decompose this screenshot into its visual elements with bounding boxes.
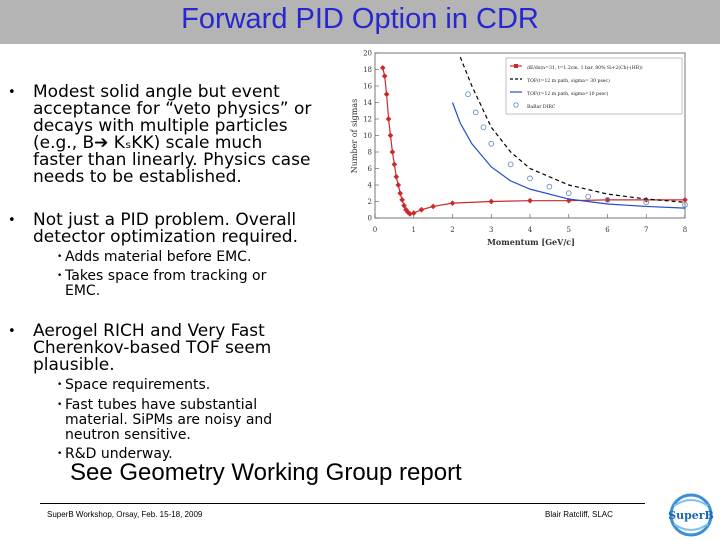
data-point — [430, 203, 436, 210]
legend-label: BaBar DIRC — [527, 104, 556, 110]
x-tick-label: 7 — [644, 226, 648, 234]
bullet-dot-icon: • — [8, 85, 16, 100]
data-point — [585, 193, 591, 200]
data-point — [546, 183, 553, 190]
x-tick-label: 6 — [605, 226, 610, 234]
sub-bullet-dot-icon: • — [57, 271, 63, 281]
data-point — [472, 109, 479, 116]
legend-box — [505, 57, 683, 115]
y-tick-label: 2 — [368, 198, 372, 206]
sub-bullet-dot-icon: • — [57, 449, 63, 459]
y-tick-label: 0 — [368, 215, 372, 223]
legend-label: TOF(t=12 m path, sigma=10 psec) — [527, 90, 609, 97]
y-tick-label: 8 — [368, 149, 372, 157]
data-point — [565, 190, 572, 197]
x-axis-label: Momentum [GeV/c] — [487, 237, 575, 247]
x-tick-label: 1 — [412, 226, 416, 234]
x-tick-label: 8 — [683, 226, 687, 234]
legend-label: dE/dx(n=31, t=1.2cm, 1 bar, 80% Si+2(Ch)… — [527, 64, 643, 71]
data-point — [604, 197, 611, 203]
legend-label: TOF(t=12 m path, sigma= 30 psec) — [527, 77, 610, 84]
bullet-dot-icon: • — [8, 213, 16, 228]
x-tick-label: 0 — [373, 226, 377, 234]
data-point — [527, 197, 533, 204]
y-tick-label: 10 — [363, 132, 372, 140]
y-tick-label: 18 — [363, 66, 372, 74]
bullet-text: Not just a PID problem. Overall detector… — [33, 210, 298, 247]
x-tick-label: 2 — [450, 226, 454, 234]
y-tick-label: 12 — [363, 116, 372, 124]
bullet-dot-icon: • — [8, 324, 16, 339]
title-bar — [0, 0, 720, 44]
x-tick-label: 4 — [528, 226, 533, 234]
y-tick-label: 6 — [368, 165, 373, 173]
sub-bullet-dot-icon: • — [57, 380, 63, 390]
data-point — [682, 197, 688, 203]
bullet-text: Modest solid angle but event acceptance … — [33, 82, 312, 187]
superb-logo: SuperB — [668, 493, 714, 537]
footer-workshop: SuperB Workshop, Orsay, Feb. 15-18, 2009 — [47, 510, 203, 519]
y-axis-label: Number of sigmas — [350, 99, 359, 174]
data-point — [488, 140, 495, 147]
data-point — [418, 206, 425, 213]
x-tick-label: 3 — [489, 226, 493, 234]
legend-marker — [514, 64, 518, 68]
sub-bullet-dot-icon: • — [57, 400, 63, 410]
svg-text:SuperB: SuperB — [668, 509, 714, 522]
sub-bullet-dot-icon: • — [57, 252, 63, 262]
data-point — [465, 91, 471, 98]
footer-author: Blair Ratcliff, SLAC — [545, 510, 613, 519]
data-point — [507, 161, 514, 168]
data-point — [480, 124, 487, 131]
data-point — [410, 210, 417, 216]
pid-separation-chart: 0 1 2 3 4 5 6 7 8 0 2 4 6 8 10 12 14 16 18 20 Momentum [GeV/… — [346, 48, 690, 250]
data-point — [449, 200, 456, 206]
footer-divider — [40, 503, 645, 504]
data-point — [488, 198, 495, 205]
slide-title: Forward PID Option in CDR — [181, 3, 539, 35]
y-tick-label: 16 — [363, 83, 372, 91]
series-line — [451, 102, 686, 209]
y-tick-label: 20 — [363, 50, 372, 58]
data-point — [643, 199, 650, 206]
data-point — [682, 201, 688, 208]
y-tick-label: 14 — [363, 99, 372, 107]
series-line — [459, 56, 686, 203]
data-point — [527, 175, 533, 182]
data-point — [604, 197, 611, 203]
geometry-report-note: See Geometry Working Group report — [70, 459, 462, 486]
legend-swatch — [513, 102, 519, 108]
bullet-text: Aerogel RICH and Very Fast Cherenkov-bas… — [33, 321, 272, 375]
y-tick-label: 4 — [368, 182, 373, 190]
x-tick-label: 5 — [567, 226, 571, 234]
